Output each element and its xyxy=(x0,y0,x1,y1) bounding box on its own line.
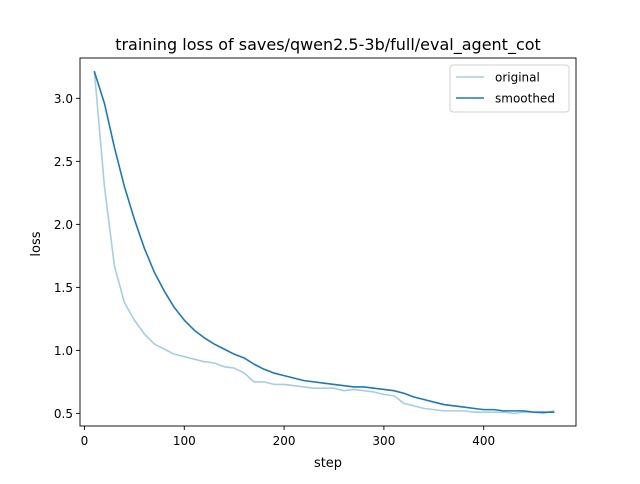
x-tick-label: 300 xyxy=(372,434,395,448)
x-axis-label: step xyxy=(314,456,342,471)
series-line-original xyxy=(93,70,555,415)
series-line-smoothed xyxy=(93,70,555,413)
x-tick-label: 400 xyxy=(472,434,495,448)
axes-frame xyxy=(79,57,577,427)
x-tick-label: 0 xyxy=(81,434,89,448)
legend-label-smoothed: smoothed xyxy=(495,92,555,106)
y-tick-label: 0.5 xyxy=(54,407,73,421)
y-tick-label: 3.0 xyxy=(54,92,73,106)
legend-label-original: original xyxy=(495,71,540,85)
x-tick-label: 100 xyxy=(173,434,196,448)
chart-title: training loss of saves/qwen2.5-3b/full/e… xyxy=(115,35,541,55)
y-tick-label: 1.0 xyxy=(54,344,73,358)
y-tick-label: 2.5 xyxy=(54,155,73,169)
y-tick-label: 2.0 xyxy=(54,218,73,232)
x-tick-label: 200 xyxy=(273,434,296,448)
y-axis-label: loss xyxy=(29,231,44,256)
plot-area: 0 100 200 300 400 0.5 1.0 1.5 2.0 2.5 3.0 original s… xyxy=(54,57,577,448)
y-tick-label: 1.5 xyxy=(54,281,73,295)
